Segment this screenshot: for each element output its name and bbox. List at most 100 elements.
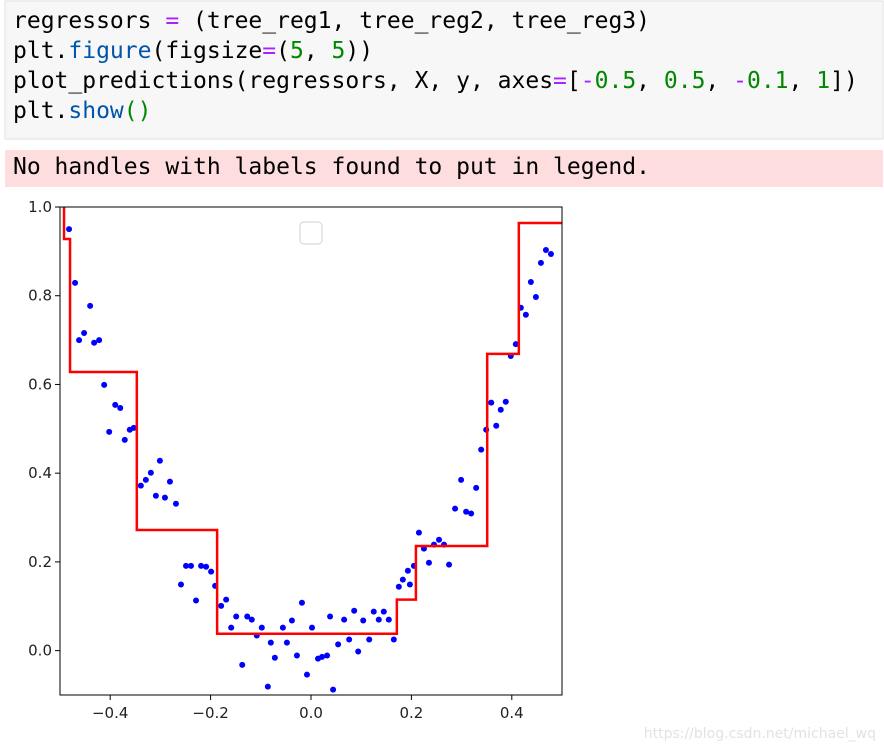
code-token: = (262, 38, 276, 64)
code-token: 0.1 (747, 68, 789, 94)
point (366, 636, 373, 643)
y-tick-label: 1.0 (28, 198, 52, 216)
code-token: regressors (13, 8, 165, 34)
code-token: plt. (13, 38, 68, 64)
point (380, 608, 387, 615)
y-tick-label: 0.6 (28, 375, 52, 393)
point (452, 505, 459, 512)
point (385, 616, 392, 623)
point (101, 381, 108, 388)
point (309, 624, 316, 631)
point (497, 406, 504, 413)
point (117, 404, 124, 411)
point (130, 424, 137, 431)
point (341, 616, 348, 623)
point (248, 616, 255, 623)
point (488, 399, 495, 406)
code-token: - (733, 68, 747, 94)
code-token: figure (68, 38, 151, 64)
code-token: (figsize (151, 38, 262, 64)
point (193, 597, 200, 604)
point (415, 529, 422, 536)
code-token: 0.5 (664, 68, 706, 94)
x-tick-label: 0.2 (399, 704, 423, 722)
point (355, 648, 362, 655)
code-token: , (705, 68, 733, 94)
point (542, 247, 549, 254)
point (395, 583, 402, 590)
x-tick-label: 0.4 (500, 704, 524, 722)
code-line: plt.figure(figsize=(5, 5)) (13, 38, 373, 64)
point (264, 683, 271, 690)
point (547, 251, 554, 258)
code-line: plot_predictions(regressors, X, y, axes=… (13, 68, 858, 94)
point (425, 559, 432, 566)
step-line (62, 207, 562, 636)
point (188, 562, 195, 569)
point (346, 636, 353, 643)
code-token: 5 (290, 38, 304, 64)
code-token: [ (567, 68, 581, 94)
point (327, 613, 334, 620)
point (137, 482, 144, 489)
point (406, 581, 413, 588)
y-tick-label: 0.4 (28, 464, 52, 482)
point (166, 478, 173, 485)
code-token: 1 (816, 68, 830, 94)
point (478, 446, 485, 453)
chart: 0.0 0.2 0.4 0.6 0.8 1.0 −0.4 −0.2 0.0 0.2 0.4 (28, 198, 563, 722)
y-tick-label: 0.2 (28, 553, 52, 571)
point (298, 599, 305, 606)
point (502, 398, 509, 405)
point (319, 653, 326, 660)
point (239, 661, 246, 668)
x-tick-label: −0.4 (92, 704, 128, 722)
code-token: ]) (830, 68, 858, 94)
point (156, 457, 163, 464)
code-token: - (581, 68, 595, 94)
point (271, 654, 278, 661)
warning-text: No handles with labels found to put in l… (13, 154, 650, 180)
point (81, 329, 88, 336)
point (288, 617, 295, 624)
point (91, 339, 98, 346)
point (512, 341, 519, 348)
code-token: = (165, 8, 179, 34)
plot-frame (59, 206, 563, 696)
code-cell[interactable] (4, 0, 884, 140)
point (96, 337, 103, 344)
y-tick-label: 0.8 (28, 287, 52, 305)
point (324, 652, 331, 659)
point (463, 508, 470, 515)
x-tick-label: 0.0 (299, 704, 323, 722)
point (303, 671, 310, 678)
code-line: plt.show() (13, 98, 151, 124)
point (532, 294, 539, 301)
watermark: https://blog.csdn.net/michael_wq (644, 726, 876, 742)
point (360, 617, 367, 624)
code-block: regressors = (tree_reg1, tree_reg2, tree… (13, 8, 858, 124)
point (172, 500, 179, 507)
plot-area (60, 207, 562, 695)
point (537, 259, 544, 266)
code-token: (tree_reg1, tree_reg2, tree_reg3) (179, 8, 650, 34)
code-token: , (304, 38, 332, 64)
point (493, 422, 500, 429)
point (183, 562, 190, 569)
y-tick-label: 0.0 (28, 642, 52, 660)
point (152, 492, 159, 499)
point (436, 536, 443, 543)
point (458, 476, 465, 483)
point (66, 226, 73, 233)
point (106, 428, 113, 435)
code-token: 0.5 (595, 68, 637, 94)
code-token: show (68, 98, 124, 124)
code-token: ( (276, 38, 290, 64)
point (218, 602, 225, 609)
point (208, 568, 215, 575)
code-line: regressors = (tree_reg1, tree_reg2, tree… (13, 8, 650, 34)
point (279, 624, 286, 631)
code-token: plot_predictions(regressors, X, y, axes (13, 68, 553, 94)
point (446, 561, 453, 568)
